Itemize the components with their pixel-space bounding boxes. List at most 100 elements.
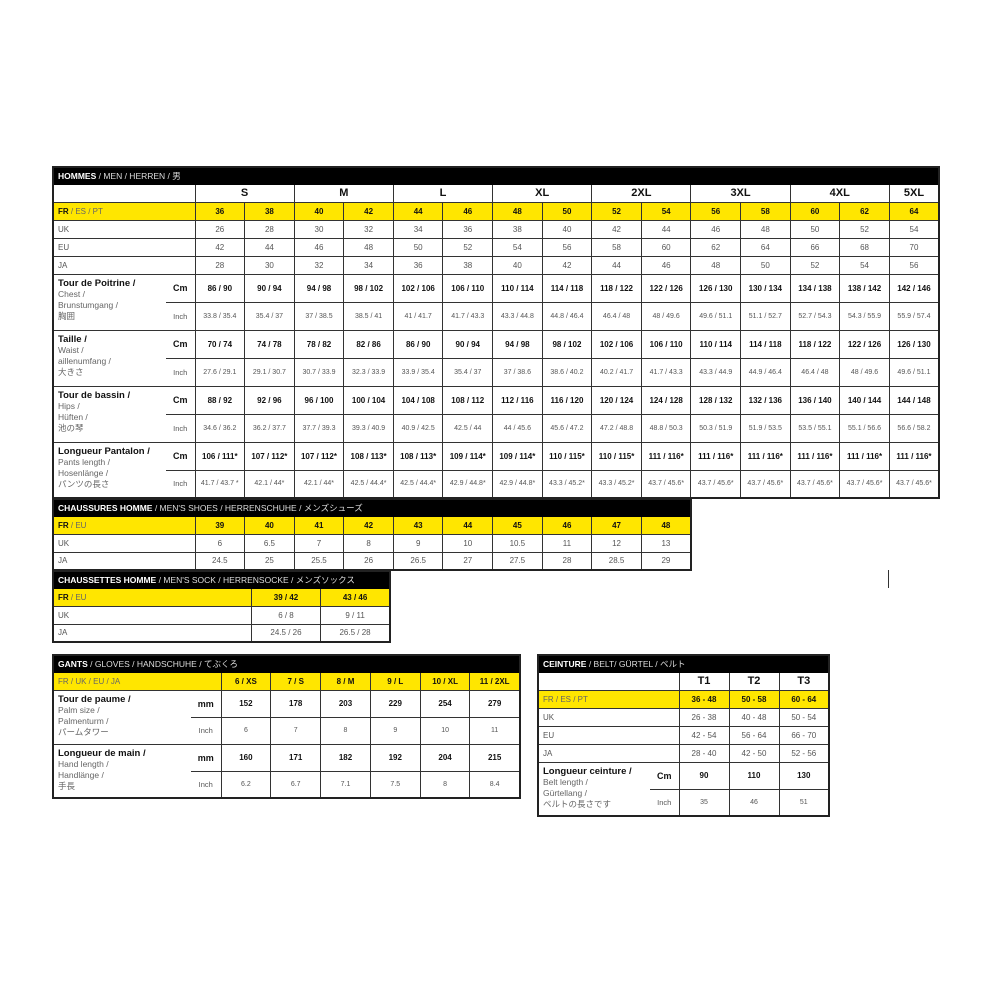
measure-value: 279 — [469, 689, 521, 718]
size-value: 46 — [640, 255, 692, 275]
measure-value-inch: 46.4 / 48 — [591, 301, 642, 331]
measure-value: 78 / 82 — [293, 329, 345, 359]
size-value: 40 — [293, 201, 345, 221]
measure-label-line: Taille / — [58, 333, 87, 345]
size-value: 44 — [591, 255, 642, 275]
size-value: 70 — [888, 237, 940, 257]
measure-value-inch: 43.7 / 45.6* — [888, 469, 940, 499]
table-row: UK 6 6.5 7 8 9 10 10.5 11 12 13 — [52, 533, 692, 553]
size-value: 28.5 — [591, 551, 642, 571]
size-value: 6 / 8 — [250, 605, 322, 625]
empty-cell — [537, 671, 680, 691]
measure-label-line: Pants length / — [58, 456, 110, 467]
measure-value-inch: 49.6 / 51.1 — [690, 301, 742, 331]
size-label: 4XL — [789, 183, 890, 203]
measure-value: 70 / 74 — [194, 329, 246, 359]
row-label-main: FR — [58, 592, 69, 602]
measure-value: 116 / 120 — [541, 385, 593, 415]
size-value: 68 — [839, 237, 890, 257]
measure-value-inch: 35.4 / 37 — [244, 301, 295, 331]
size-value: 10 — [442, 533, 494, 553]
measure-value-inch: 47.2 / 48.8 — [591, 413, 642, 443]
measure-value-inch: 53.5 / 55.1 — [789, 413, 841, 443]
size-value: 27.5 — [492, 551, 543, 571]
size-value: 50 — [789, 219, 841, 239]
measure-value-inch: 6.7 — [270, 770, 322, 799]
row-label: JA — [52, 623, 252, 643]
measure-value: 122 / 126 — [640, 273, 692, 303]
measure-label-line: Tour de bassin / — [58, 389, 131, 401]
measure-value: 254 — [419, 689, 471, 718]
size-value: 10 / XL — [419, 671, 471, 691]
size-value: 7 / S — [270, 671, 322, 691]
measure-row-primary: Tour de bassin / Hips / Hüften / 池の琴 Cm 88 / … — [52, 385, 940, 443]
size-value: 42 - 54 — [678, 725, 730, 745]
size-value: 52 — [839, 219, 890, 239]
measure-value-inch: 33.8 / 35.4 — [194, 301, 246, 331]
title-main: HOMMES — [58, 170, 97, 181]
row-label: UK — [537, 707, 680, 727]
measure-value-inch: 43.3 / 44.8 — [492, 301, 543, 331]
table-header: CEINTURE / BELT/ GÜRTEL / ベルト — [537, 654, 830, 673]
measure-value-inch: 42.5 / 44 — [442, 413, 494, 443]
size-value: 40 - 48 — [728, 707, 780, 727]
row-label-rest: UK — [58, 224, 70, 234]
measure-value: 107 / 112* — [293, 441, 345, 471]
size-value: 26.5 / 28 — [320, 623, 391, 643]
measure-value-inch: 32.3 / 33.9 — [343, 357, 394, 387]
size-value: 34 — [392, 219, 444, 239]
title-translations: / BELT/ GÜRTEL / ベルト — [586, 658, 686, 669]
measure-value: 107 / 112* — [244, 441, 295, 471]
measure-label-line: Longueur ceinture / — [543, 765, 632, 777]
measure-value-inch: 51.1 / 52.7 — [740, 301, 791, 331]
measure-value-inch: 37 / 38.6 — [492, 357, 543, 387]
measure-value-inch: 48.8 / 50.3 — [640, 413, 692, 443]
size-value: 38 — [244, 201, 295, 221]
size-value: 42 — [343, 515, 394, 535]
measure-value: 128 / 132 — [690, 385, 742, 415]
row-label-main: FR — [58, 520, 69, 530]
size-value: 29 — [640, 551, 692, 571]
table-row: JA 24.5 / 26 26.5 / 28 — [52, 623, 391, 643]
table-row: FR / EU 39 / 42 43 / 46 — [52, 587, 391, 607]
measure-label-line: Waist / — [58, 344, 84, 355]
size-value: 36 — [392, 255, 444, 275]
size-value: 6 / XS — [220, 671, 272, 691]
row-label: FR / EU — [52, 515, 196, 535]
unit-label: Inch — [166, 469, 196, 499]
measure-value: 90 — [678, 761, 730, 790]
size-value: 44 — [244, 237, 295, 257]
measure-value-inch: 42.1 / 44* — [244, 469, 295, 499]
measure-label: Taille / Waist / aillenumfang / 大きさ — [52, 329, 166, 387]
measure-value-inch: 46.4 / 48 — [789, 357, 841, 387]
men-clothing-size-table: HOMMES / MEN / HERREN / 男 S M L XL 2XL 3XL 4XL 5… — [52, 166, 941, 499]
table-row: UK 26 - 38 40 - 48 50 - 54 — [537, 707, 830, 727]
size-value: 50 - 54 — [778, 707, 830, 727]
size-value: 36 — [442, 219, 494, 239]
measure-value-inch: 7 — [270, 716, 322, 745]
gloves-size-table: GANTS / GLOVES / HANDSCHUHE / てぶくろ FR / U… — [52, 654, 521, 799]
measure-value: 110 / 115* — [541, 441, 593, 471]
measure-label-line: aillenumfang / — [58, 355, 111, 366]
measure-label-line: Longueur Pantalon / — [58, 445, 150, 457]
measure-value-inch: 8.4 — [469, 770, 521, 799]
size-label: T1 — [678, 671, 730, 691]
measure-value-inch: 43.7 / 45.6* — [839, 469, 890, 499]
measure-value: 110 / 115* — [591, 441, 642, 471]
measure-value: 171 — [270, 743, 322, 772]
measure-value-inch: 7.1 — [320, 770, 371, 799]
size-value: 48 — [492, 201, 543, 221]
measure-value: 122 / 126 — [839, 329, 890, 359]
size-value: 56 — [541, 237, 593, 257]
size-value: 42 — [194, 237, 246, 257]
table-row: FR / ES / PT 36 38 40 42 44 46 48 50 52 54 56 58 60 62… — [52, 201, 940, 221]
size-value: 50 — [392, 237, 444, 257]
table-row: FR / ES / PT 36 - 48 50 - 58 60 - 64 — [537, 689, 830, 709]
measure-value: 136 / 140 — [789, 385, 841, 415]
measure-value-inch: 35.4 / 37 — [442, 357, 494, 387]
size-value: 56 — [888, 255, 940, 275]
size-value: 36 - 48 — [678, 689, 730, 709]
measure-label-line: パームタワー — [58, 726, 109, 737]
size-label: XL — [492, 183, 593, 203]
size-value: 46 — [293, 237, 345, 257]
